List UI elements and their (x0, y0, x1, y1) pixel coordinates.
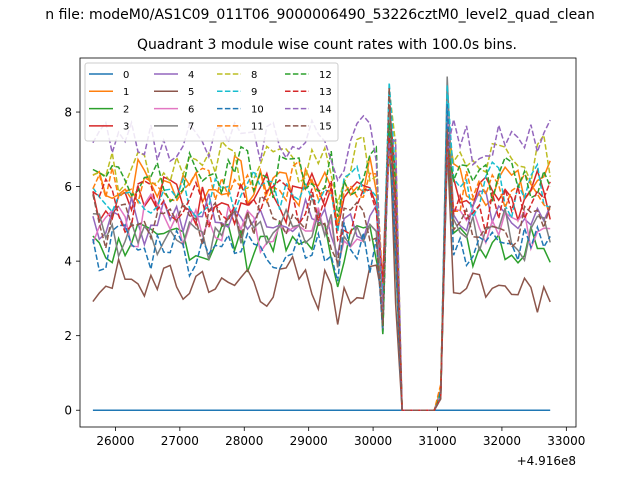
series-line-12 (92, 122, 551, 411)
x-tick-label: 31000 (418, 434, 456, 448)
series-line-5 (92, 112, 551, 411)
x-tick-label: 32000 (483, 434, 521, 448)
legend-label-14: 14 (319, 104, 332, 115)
legend-box (84, 62, 339, 142)
x-tick-label: 26000 (96, 434, 134, 448)
legend-label-5: 5 (188, 87, 194, 98)
legend-label-0: 0 (123, 70, 129, 81)
x-tick-label: 28000 (225, 434, 263, 448)
series-line-10 (92, 104, 551, 411)
y-tick-label: 6 (64, 180, 72, 194)
series-line-15 (92, 87, 551, 411)
series-line-6 (92, 114, 551, 411)
legend-label-3: 3 (123, 122, 129, 133)
y-tick-label: 4 (64, 255, 72, 269)
x-tick-label: 29000 (290, 434, 328, 448)
legend-label-6: 6 (188, 104, 194, 115)
x-offset-label: +4.916e8 (517, 454, 576, 468)
legend-label-1: 1 (123, 87, 129, 98)
legend-label-9: 9 (251, 87, 257, 98)
series-line-4 (92, 112, 551, 411)
x-tick-label: 30000 (354, 434, 392, 448)
series-line-13 (92, 137, 551, 411)
series-line-11 (92, 142, 551, 411)
x-tick-label: 33000 (547, 434, 585, 448)
legend-label-7: 7 (188, 122, 194, 133)
legend-label-8: 8 (251, 70, 257, 81)
legend-label-10: 10 (251, 104, 264, 115)
legend-label-13: 13 (319, 87, 332, 98)
legend-label-15: 15 (319, 122, 332, 133)
y-tick-label: 0 (64, 404, 72, 418)
legend-label-11: 11 (251, 122, 264, 133)
chart-title: Quadrant 3 module wise count rates with … (137, 37, 517, 53)
series-line-8 (92, 88, 551, 411)
legend-label-2: 2 (123, 104, 129, 115)
series-line-1 (92, 118, 551, 411)
legend-label-12: 12 (319, 70, 332, 81)
plot-area: 26000 27000 28000 29000 30000 31000 32000 33000… (64, 57, 585, 448)
legend-label-4: 4 (188, 70, 194, 81)
series-line-3 (92, 104, 551, 411)
axes-frame (79, 57, 577, 428)
y-tick-label: 8 (64, 106, 72, 120)
series-line-7 (92, 76, 551, 411)
chart-suptitle: n file: modeM0/AS1C09_011T06_9000006490_… (45, 7, 594, 23)
y-tick-label: 2 (64, 329, 72, 343)
x-tick-label: 27000 (161, 434, 199, 448)
series-line-9 (92, 82, 551, 411)
series-line-14 (92, 114, 551, 411)
